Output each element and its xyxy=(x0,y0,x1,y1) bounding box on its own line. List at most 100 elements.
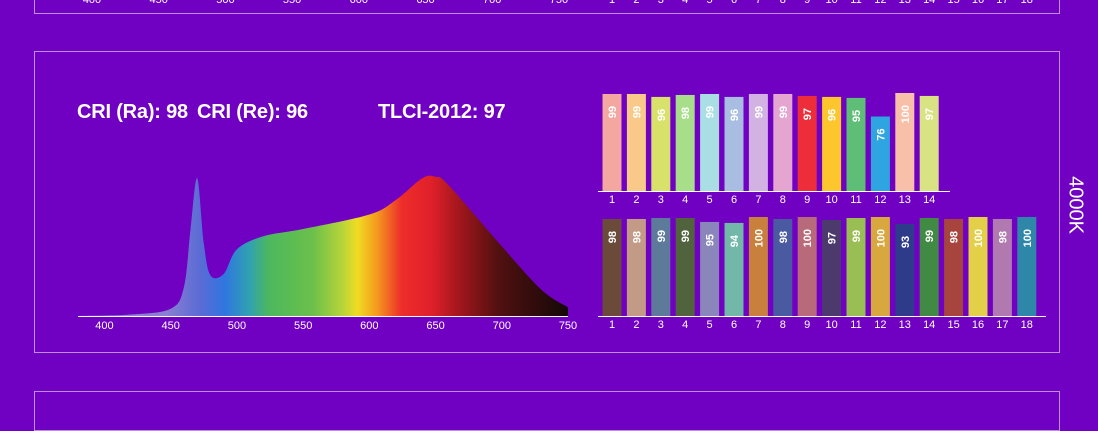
cqs-value-label: 96 xyxy=(827,109,839,121)
tm30-value-label: 93 xyxy=(900,236,912,248)
cqs-value-label: 99 xyxy=(631,106,643,118)
tm30-index-label: 6 xyxy=(731,319,737,331)
spectrum-panel-4000k xyxy=(34,51,1060,353)
previous-index-tick: 2 xyxy=(633,0,639,6)
tm30-index-label: 10 xyxy=(825,319,837,331)
tm30-value-label: 95 xyxy=(705,234,717,246)
cqs-bar xyxy=(773,93,793,191)
tm30-bar xyxy=(944,218,964,316)
tm30-value-label: 98 xyxy=(631,231,643,243)
cqs-bar xyxy=(626,93,646,191)
previous-index-tick: 6 xyxy=(731,0,737,6)
previous-index-tick: 3 xyxy=(658,0,664,6)
cqs-bar xyxy=(895,93,915,191)
previous-index-tick: 18 xyxy=(1021,0,1033,6)
tm30-index-label: 18 xyxy=(1021,319,1033,331)
tm30-bar xyxy=(968,217,988,316)
previous-index-tick: 10 xyxy=(825,0,837,6)
cqs-value-label: 98 xyxy=(680,107,692,119)
previous-spectrum-tick: 400 xyxy=(83,0,101,6)
cqs-bar xyxy=(846,97,866,191)
tm30-bar xyxy=(651,217,671,316)
spectrum-curve xyxy=(78,175,568,316)
cqs-bar xyxy=(870,116,890,191)
previous-index-tick: 14 xyxy=(923,0,935,6)
spectrum-tick-label: 450 xyxy=(162,320,180,332)
cqs-value-label: 99 xyxy=(607,106,619,118)
previous-spectrum-tick: 650 xyxy=(416,0,434,6)
previous-spectrum-panel xyxy=(34,0,1060,14)
tm30-bar xyxy=(919,217,939,316)
spectrum-tick-label: 500 xyxy=(228,320,246,332)
tm30-index-label: 2 xyxy=(633,319,639,331)
tm30-index-label: 11 xyxy=(850,319,861,331)
tm30-value-label: 98 xyxy=(949,231,961,243)
cqs-value-label: 100 xyxy=(900,105,912,123)
tlci-value: TLCI-2012: 97 xyxy=(378,101,506,123)
cqs-index-label: 13 xyxy=(899,194,911,206)
previous-spectrum-tick: 550 xyxy=(283,0,301,6)
cqs-index-label: 6 xyxy=(731,194,737,206)
cqs-value-label: 95 xyxy=(851,110,863,122)
tm30-bar xyxy=(895,223,915,316)
spectrum-tick-label: 550 xyxy=(294,320,312,332)
cqs-index-label: 14 xyxy=(923,194,935,206)
tm30-bar xyxy=(675,217,695,316)
cqs-index-label: 12 xyxy=(874,194,886,206)
tm30-index-label: 15 xyxy=(947,319,959,331)
previous-index-tick: 12 xyxy=(874,0,886,6)
previous-index-tick: 4 xyxy=(682,0,688,6)
tm30-value-label: 97 xyxy=(827,232,839,244)
cqs-bar xyxy=(651,96,671,191)
tm30-value-label: 99 xyxy=(851,230,863,242)
previous-spectrum-tick: 750 xyxy=(550,0,568,6)
tm30-bar xyxy=(1017,217,1037,316)
previous-index-tick: 8 xyxy=(780,0,786,6)
previous-index-tick: 9 xyxy=(804,0,810,6)
cqs-index-label: 10 xyxy=(825,194,837,206)
cqs-value-label: 99 xyxy=(705,106,717,118)
cqs-bar xyxy=(822,96,842,191)
tm30-index-label: 12 xyxy=(874,319,886,331)
tm30-index-label: 13 xyxy=(899,319,911,331)
cqs-bar xyxy=(797,95,817,191)
previous-index-tick: 16 xyxy=(972,0,984,6)
cqs-bar xyxy=(748,93,768,191)
tm30-value-label: 100 xyxy=(875,229,887,247)
tm30-value-label: 94 xyxy=(729,234,741,247)
tm30-index-label: 1 xyxy=(609,319,615,331)
cqs-value-label: 96 xyxy=(729,109,741,121)
cqs-index-label: 8 xyxy=(780,194,786,206)
tm30-value-label: 98 xyxy=(607,231,619,243)
spectrum-tick-label: 650 xyxy=(426,320,444,332)
cri-ra-value: CRI (Ra): 98 xyxy=(77,101,188,123)
previous-spectrum-tick: 450 xyxy=(150,0,168,6)
cqs-index-label: 4 xyxy=(682,194,688,206)
cqs-index-label: 9 xyxy=(804,194,810,206)
tm30-index-label: 7 xyxy=(755,319,761,331)
tm30-bar xyxy=(797,217,817,316)
cqs-bar xyxy=(919,95,939,191)
cqs-index-label: 3 xyxy=(658,194,664,206)
cqs-bar xyxy=(602,93,622,191)
tm30-value-label: 100 xyxy=(802,229,814,247)
cqs-value-label: 97 xyxy=(924,108,936,120)
spectrum-tick-label: 700 xyxy=(493,320,511,332)
color-temperature-label: 4000K xyxy=(1064,176,1087,234)
spectrum-tick-label: 400 xyxy=(95,320,113,332)
cqs-bar xyxy=(700,93,720,191)
cqs-index-label: 7 xyxy=(755,194,761,206)
tm30-index-label: 17 xyxy=(996,319,1008,331)
cqs-index-label: 5 xyxy=(707,194,713,206)
tm30-value-label: 99 xyxy=(680,230,692,242)
previous-index-tick: 15 xyxy=(947,0,959,6)
previous-spectrum-tick: 700 xyxy=(483,0,501,6)
tm30-value-label: 100 xyxy=(753,229,765,247)
tm30-value-label: 98 xyxy=(997,231,1009,243)
tm30-bar xyxy=(870,217,890,316)
tm30-index-label: 4 xyxy=(682,319,688,331)
tm30-bar xyxy=(748,217,768,316)
tm30-bar xyxy=(846,217,866,316)
tm30-index-label: 9 xyxy=(804,319,810,331)
previous-index-tick: 7 xyxy=(755,0,761,6)
